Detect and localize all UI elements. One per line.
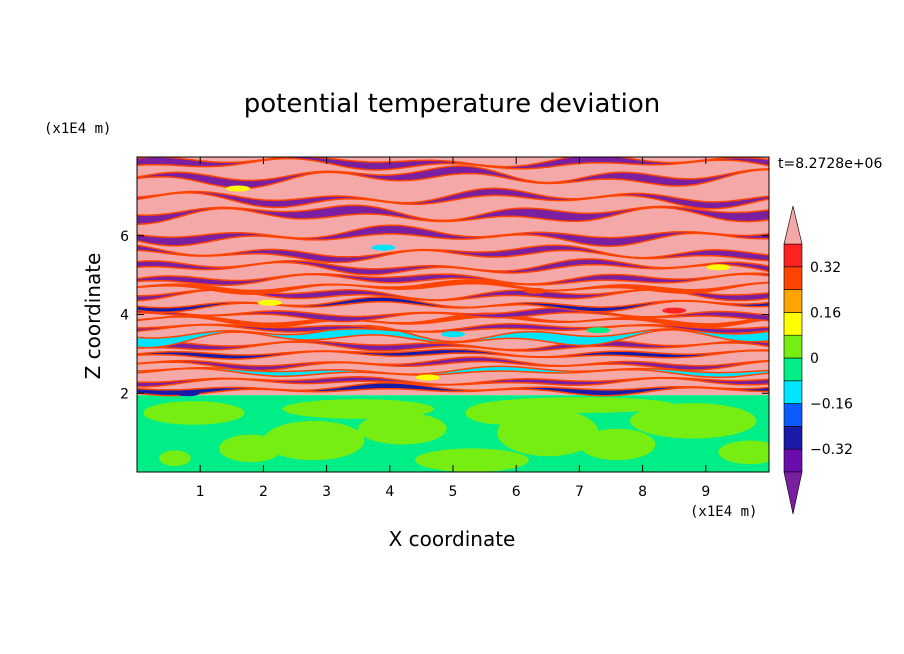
colorbar-over-triangle (783, 205, 803, 245)
x-tick-label: 4 (385, 484, 394, 500)
contour-band (137, 306, 769, 323)
contour-field (137, 157, 769, 472)
colorbar-label: −0.32 (810, 442, 853, 458)
x-axis: 1 2 3 4 5 6 7 8 9 (196, 157, 710, 500)
colorbar-label: −0.16 (810, 397, 853, 413)
accent-patch (175, 390, 200, 397)
accent-patch (523, 287, 548, 294)
contour-band (137, 356, 769, 372)
contour-band (137, 279, 769, 295)
time-label: t=8.2728e+06 (778, 156, 882, 172)
y-axis: 2 4 6 (120, 229, 769, 402)
colorbar-swatch (783, 266, 803, 290)
contour-band (137, 187, 769, 210)
x-tick-label: 2 (259, 484, 268, 500)
colorbar-swatch (783, 426, 803, 450)
colorbar-label: 0 (810, 351, 819, 367)
accent-patch (371, 244, 396, 251)
x-tick-label: 1 (196, 484, 205, 500)
contour-band (137, 348, 769, 360)
x-tick-label: 6 (512, 484, 521, 500)
lime-patch (579, 428, 656, 461)
x-axis-label: X coordinate (389, 527, 516, 551)
lime-patch (465, 401, 542, 425)
colorbar-swatch (783, 312, 803, 336)
lime-patch (358, 412, 447, 445)
contour-band (137, 224, 769, 248)
accent-patch (226, 185, 251, 192)
contour-band (137, 204, 769, 226)
colorbar-label: 0.32 (810, 260, 841, 276)
y-tick-label: 6 (120, 229, 129, 245)
colorbar-swatch (783, 334, 803, 359)
contour-band (137, 296, 769, 314)
contour-band (137, 244, 769, 264)
x-tick-label: 9 (701, 484, 710, 500)
x-tick-label: 7 (575, 484, 584, 500)
contour-band (137, 376, 769, 388)
contour-band (137, 323, 769, 335)
colorbar: −0.32 −0.16 0 0.16 0.32 (783, 205, 853, 515)
colorbar-label: 0.16 (810, 305, 841, 321)
lime-patch (415, 448, 529, 472)
colorbar-swatch (783, 289, 803, 313)
colorbar-swatch (783, 380, 803, 404)
y-axis-label: Z coordinate (81, 253, 105, 380)
contour-band (137, 382, 769, 397)
x-tick-label: 5 (449, 484, 458, 500)
colorbar-swatch (783, 403, 803, 427)
x-unit-label: (x1E4 m) (690, 504, 757, 520)
colorbar-under-triangle (783, 471, 803, 515)
x-tick-label: 3 (322, 484, 331, 500)
accent-patch (662, 307, 687, 314)
y-tick-label: 4 (120, 308, 129, 324)
accent-patch (441, 331, 465, 338)
contour-band (137, 272, 769, 286)
accent-patch (257, 299, 282, 306)
contour-band (137, 339, 769, 352)
colorbar-swatch (783, 357, 803, 382)
lime-patch (718, 440, 769, 465)
contour-band (137, 258, 769, 276)
contour-band (137, 165, 769, 190)
contour-band (137, 288, 769, 302)
accent-patch (415, 374, 440, 381)
colorbar-swatch (783, 448, 803, 473)
accent-patch (586, 327, 611, 334)
colorbar-swatch (783, 243, 803, 268)
chart-title: potential temperature deviation (244, 89, 660, 119)
y-tick-label: 2 (120, 386, 129, 402)
lime-patch (159, 450, 191, 467)
y-unit-label: (x1E4 m) (44, 121, 111, 137)
lime-patch (143, 401, 245, 425)
lime-patch (282, 399, 435, 419)
lime-patch (629, 403, 757, 439)
lime-patch (263, 420, 365, 461)
x-tick-label: 8 (638, 484, 647, 500)
accent-patch (706, 264, 731, 271)
contour-band (137, 365, 769, 379)
